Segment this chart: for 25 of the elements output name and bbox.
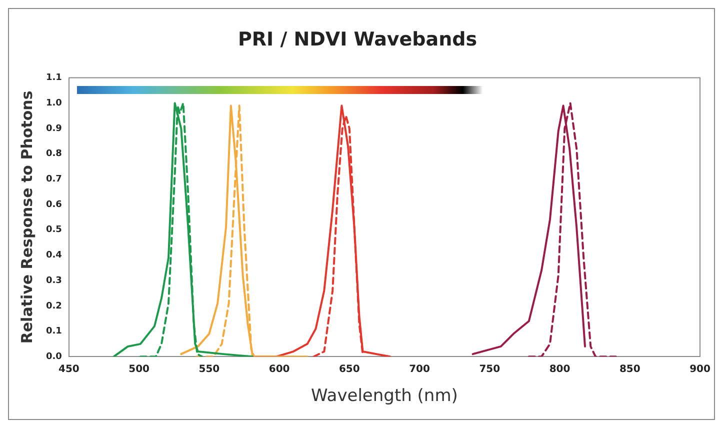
y-tick-label: 0.4 — [46, 250, 62, 261]
y-axis-title: Relative Response to Photons — [18, 90, 36, 344]
x-tick-label: 850 — [619, 364, 640, 376]
x-tick-label: 800 — [549, 364, 570, 376]
y-tick-label: 1.1 — [46, 73, 62, 84]
y-tick-label: 1.0 — [46, 98, 62, 108]
x-tick-label: 450 — [58, 364, 80, 376]
x-tick-label: 700 — [409, 364, 430, 376]
y-tick-label: 0.1 — [46, 326, 62, 337]
x-tick-label: 900 — [690, 364, 710, 376]
y-tick-label: 0.5 — [46, 225, 62, 236]
x-tick-label: 550 — [198, 364, 220, 376]
x-axis-title: Wavelength (nm) — [311, 386, 458, 406]
x-tick-label: 500 — [128, 364, 150, 376]
chart-title: PRI / NDVI Wavebands — [238, 28, 478, 50]
y-tick-label: 0.2 — [46, 301, 62, 312]
x-tick-label: 750 — [479, 364, 500, 376]
y-tick-label: 0.7 — [46, 174, 62, 185]
x-tick-label: 650 — [338, 364, 360, 376]
y-tick-label: 0.3 — [46, 276, 62, 286]
y-tick-label: 0.8 — [46, 149, 62, 160]
x-tick-label: 600 — [268, 364, 290, 376]
y-tick-label: 0.0 — [46, 352, 62, 362]
y-tick-label: 0.9 — [46, 124, 62, 134]
y-tick-label: 0.6 — [46, 200, 62, 210]
